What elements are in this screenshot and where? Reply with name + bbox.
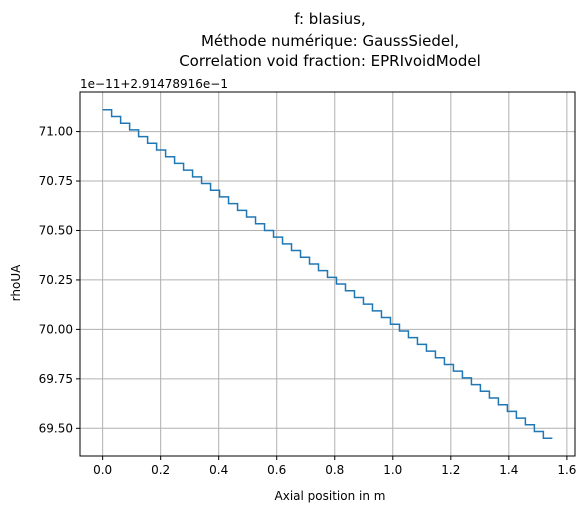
- y-axis-label: rhoUA: [9, 264, 23, 301]
- plot-frame: [79, 91, 576, 457]
- chart-title-line-2: Méthode numérique: GaussSiedel,: [201, 32, 459, 50]
- y-tick-label: 70.75: [39, 174, 73, 188]
- x-axis-label: Axial position in m: [275, 489, 386, 503]
- chart-title-line-1: f: blasius,: [294, 10, 366, 28]
- chart-title-line-3: Correlation void fraction: EPRIvoidModel: [179, 52, 481, 70]
- y-tick-label: 70.00: [39, 322, 73, 336]
- x-tick-label: 1.6: [557, 463, 576, 477]
- x-tick-label: 0.2: [151, 463, 170, 477]
- series-line: [102, 109, 553, 439]
- y-tick-label: 70.50: [39, 223, 73, 237]
- x-tick-label: 1.2: [441, 463, 460, 477]
- y-offset-label: 1e−11+2.91478916e−1: [80, 77, 228, 91]
- y-tick-label: 69.75: [39, 372, 73, 386]
- grid: [80, 92, 575, 456]
- x-tick-label: 0.4: [209, 463, 228, 477]
- y-tick-label: 69.50: [39, 421, 73, 435]
- y-tick-label: 70.25: [39, 273, 73, 287]
- x-tick-label: 0.8: [325, 463, 344, 477]
- ticks: 0.0 0.2 0.4 0.6 0.8 1.0 1.2 1.4 1.6 69.50 69.75 70.…: [39, 125, 577, 477]
- x-tick-label: 1.0: [383, 463, 402, 477]
- x-tick-label: 0.6: [267, 463, 286, 477]
- y-tick-label: 71.00: [39, 125, 73, 139]
- x-tick-label: 0.0: [93, 463, 112, 477]
- x-tick-label: 1.4: [499, 463, 518, 477]
